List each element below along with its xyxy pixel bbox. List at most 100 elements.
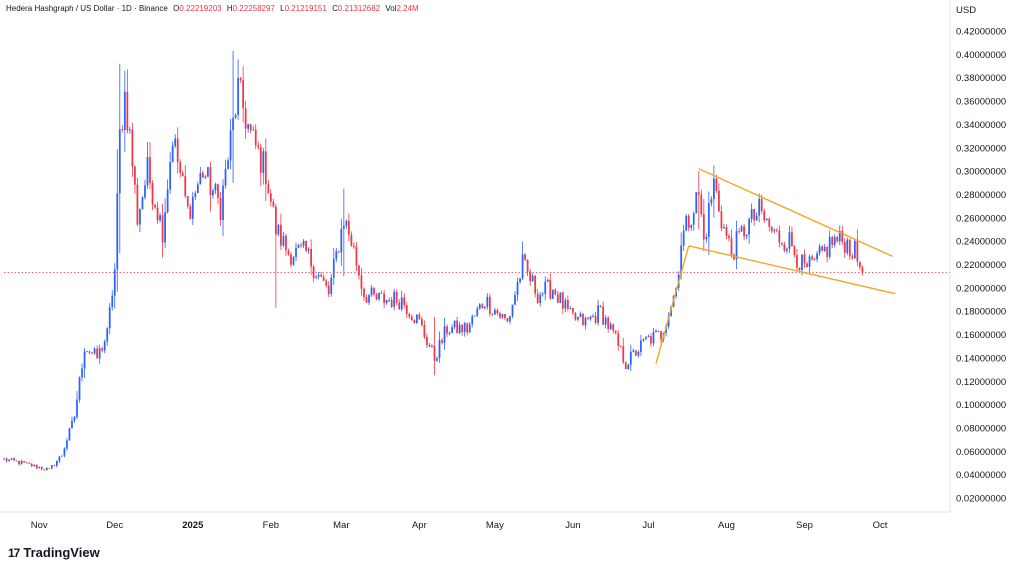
candle[interactable] bbox=[305, 240, 307, 253]
candle[interactable] bbox=[806, 261, 808, 268]
candle[interactable] bbox=[634, 349, 637, 357]
candle[interactable] bbox=[559, 292, 562, 304]
candle[interactable] bbox=[715, 174, 718, 193]
candle[interactable] bbox=[315, 275, 318, 280]
candle[interactable] bbox=[582, 313, 584, 326]
candle[interactable] bbox=[189, 203, 192, 220]
candle[interactable] bbox=[196, 181, 199, 194]
candle[interactable] bbox=[96, 345, 99, 359]
candle[interactable] bbox=[186, 195, 189, 209]
candle[interactable] bbox=[61, 455, 63, 457]
candle[interactable] bbox=[118, 63, 121, 253]
candle[interactable] bbox=[25, 462, 28, 464]
candle[interactable] bbox=[768, 217, 771, 232]
candle[interactable] bbox=[176, 127, 179, 174]
candle[interactable] bbox=[748, 217, 751, 244]
candle[interactable] bbox=[63, 447, 66, 458]
candle[interactable] bbox=[446, 324, 448, 338]
candle[interactable] bbox=[368, 293, 370, 306]
candle[interactable] bbox=[267, 179, 270, 194]
candle[interactable] bbox=[297, 243, 300, 249]
candle[interactable] bbox=[332, 247, 335, 285]
candle[interactable] bbox=[191, 191, 194, 225]
candle[interactable] bbox=[242, 66, 245, 123]
candle[interactable] bbox=[66, 438, 68, 451]
candle[interactable] bbox=[164, 198, 166, 249]
candle[interactable] bbox=[707, 191, 710, 255]
candle[interactable] bbox=[813, 257, 816, 261]
candle[interactable] bbox=[403, 293, 406, 309]
candle[interactable] bbox=[687, 213, 690, 232]
candle[interactable] bbox=[818, 243, 821, 256]
candle[interactable] bbox=[355, 242, 358, 271]
candle[interactable] bbox=[861, 265, 864, 276]
candle[interactable] bbox=[622, 337, 625, 365]
candle[interactable] bbox=[853, 238, 856, 259]
candle[interactable] bbox=[506, 317, 509, 323]
candle[interactable] bbox=[420, 316, 423, 327]
candle[interactable] bbox=[770, 226, 773, 234]
candle[interactable] bbox=[803, 249, 806, 269]
candle[interactable] bbox=[750, 203, 753, 223]
tradingview-logo[interactable]: 17 TradingView bbox=[8, 545, 100, 560]
candle[interactable] bbox=[222, 179, 224, 237]
candle[interactable] bbox=[614, 330, 617, 335]
candle[interactable] bbox=[627, 363, 630, 370]
candle[interactable] bbox=[280, 213, 282, 250]
candle[interactable] bbox=[486, 293, 489, 310]
candle[interactable] bbox=[431, 344, 433, 348]
candle[interactable] bbox=[8, 459, 10, 462]
candle[interactable] bbox=[214, 182, 217, 195]
candle[interactable] bbox=[476, 306, 479, 317]
candle[interactable] bbox=[353, 242, 355, 250]
candle[interactable] bbox=[257, 141, 260, 150]
candle[interactable] bbox=[816, 251, 818, 263]
candle[interactable] bbox=[692, 211, 695, 231]
candle[interactable] bbox=[415, 314, 418, 324]
candle[interactable] bbox=[131, 122, 134, 177]
candle[interactable] bbox=[554, 288, 557, 296]
candle[interactable] bbox=[88, 350, 91, 355]
candle[interactable] bbox=[441, 338, 443, 345]
candle[interactable] bbox=[660, 330, 662, 343]
candle[interactable] bbox=[735, 220, 738, 270]
candle[interactable] bbox=[821, 244, 824, 252]
candle[interactable] bbox=[237, 59, 239, 121]
candle[interactable] bbox=[405, 302, 408, 319]
candle[interactable] bbox=[791, 226, 793, 247]
candle[interactable] bbox=[491, 313, 494, 316]
candle[interactable] bbox=[146, 141, 149, 189]
candle[interactable] bbox=[123, 70, 126, 152]
candle[interactable] bbox=[765, 218, 768, 221]
candle[interactable] bbox=[713, 165, 715, 218]
candle[interactable] bbox=[753, 208, 756, 226]
candle[interactable] bbox=[10, 457, 13, 460]
candle[interactable] bbox=[58, 455, 61, 464]
candle[interactable] bbox=[458, 321, 461, 335]
candle[interactable] bbox=[453, 320, 456, 330]
candle[interactable] bbox=[599, 305, 602, 308]
candle[interactable] bbox=[526, 259, 529, 276]
candle[interactable] bbox=[740, 224, 743, 232]
candle[interactable] bbox=[325, 278, 328, 288]
candle[interactable] bbox=[529, 268, 532, 287]
candle[interactable] bbox=[443, 317, 446, 350]
candle[interactable] bbox=[134, 165, 136, 194]
candle[interactable] bbox=[468, 322, 471, 334]
candle[interactable] bbox=[169, 152, 172, 194]
candle[interactable] bbox=[149, 142, 151, 189]
candle[interactable] bbox=[161, 203, 164, 258]
candle[interactable] bbox=[116, 149, 119, 292]
candle[interactable] bbox=[647, 334, 650, 338]
candle[interactable] bbox=[247, 123, 250, 133]
candle[interactable] bbox=[398, 299, 401, 310]
candle[interactable] bbox=[763, 208, 766, 224]
candle[interactable] bbox=[836, 235, 839, 243]
candle[interactable] bbox=[808, 254, 811, 273]
candle[interactable] bbox=[272, 198, 275, 208]
candle[interactable] bbox=[217, 183, 219, 205]
candle[interactable] bbox=[589, 315, 592, 321]
candle[interactable] bbox=[141, 196, 144, 210]
candle[interactable] bbox=[743, 224, 745, 241]
